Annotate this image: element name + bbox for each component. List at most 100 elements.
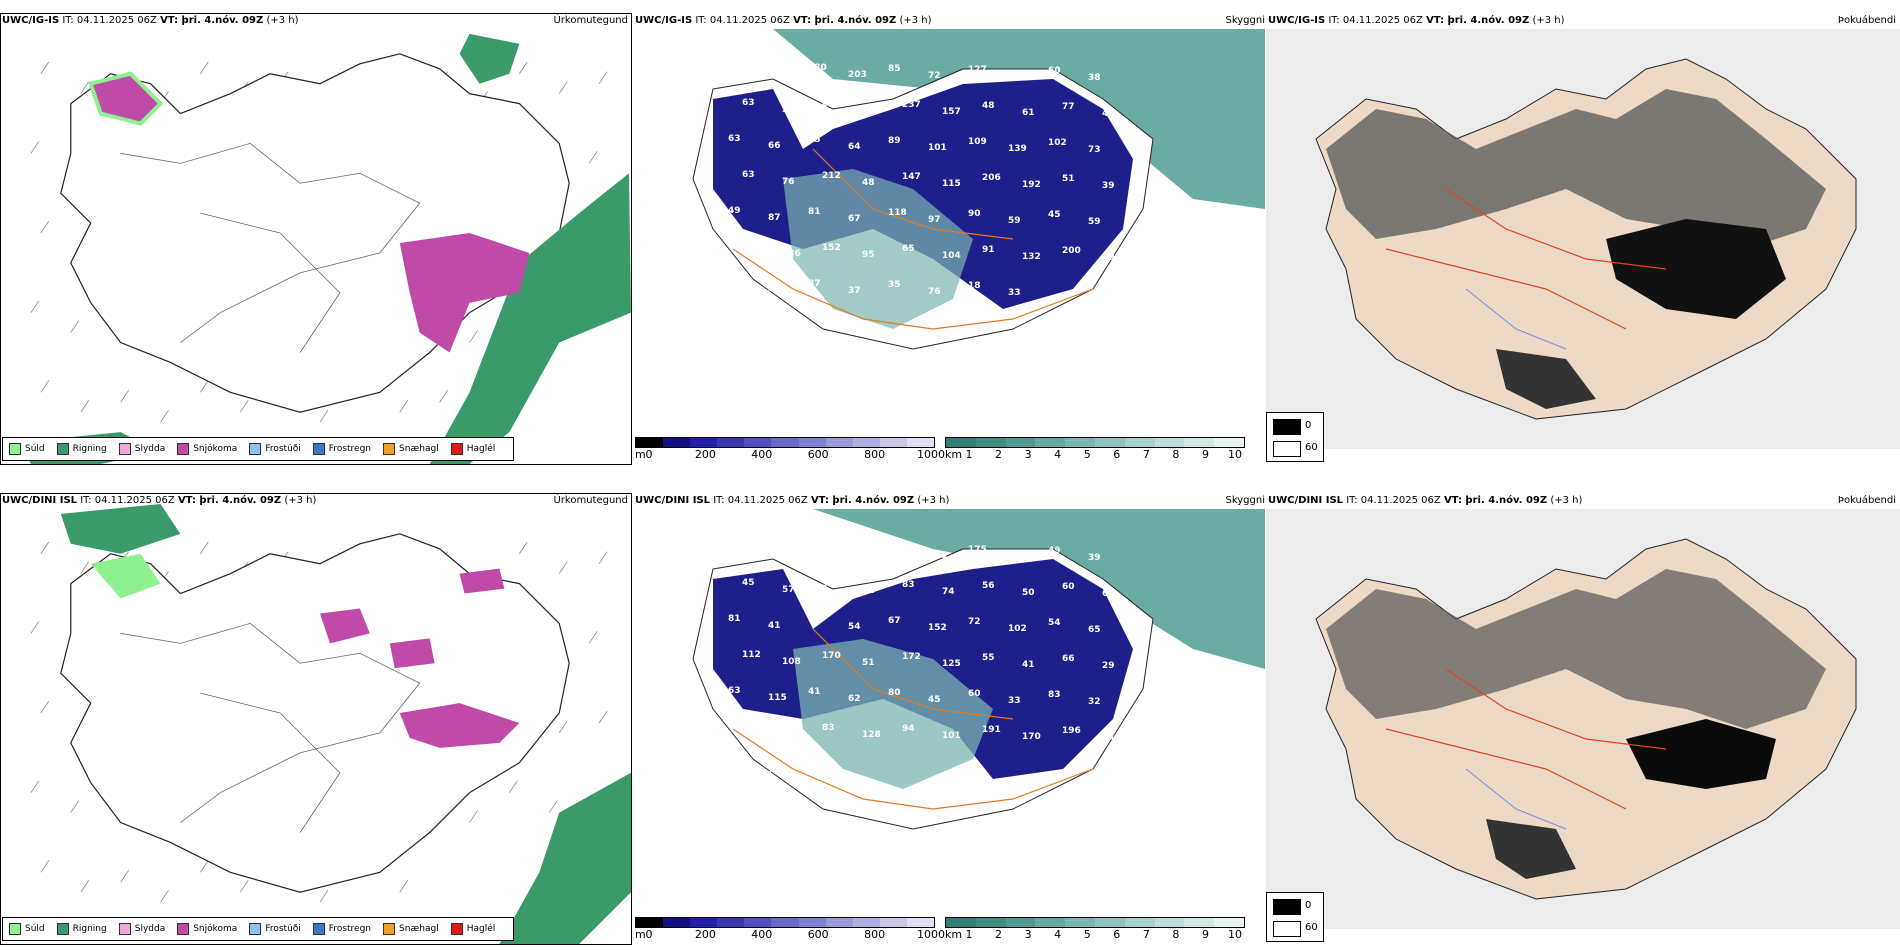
cloud-map[interactable]: 356 155 180 203 85 72 127 49 60 38 63 59 68 55 237 157 4… (633, 29, 1265, 449)
init-time: IT: 04.11.2025 06Z (80, 495, 175, 506)
precip-panel-row1: UWC/IG-IS IT: 04.11.2025 06Z VT: þri. 4.… (0, 13, 632, 465)
scale-color-step (1005, 918, 1036, 927)
cloud-base-label: 73 (1088, 145, 1101, 155)
cloud-base-label: 51 (862, 658, 875, 668)
cloud-base-label: 77 (1062, 102, 1075, 112)
precip-legend-swatch (312, 443, 325, 455)
scale-color-step (906, 438, 935, 447)
scale-tick-label: 5 (1083, 928, 1091, 941)
precip-legend-item: Snjókoma (177, 443, 237, 455)
cloud-map[interactable]: 279 56 41 30 226 476 175 263 49 39 45 57 57 52 83 74 56 5… (633, 509, 1265, 929)
scale-color-step (879, 918, 907, 927)
visibility-scale: km 1 2 3 4 5 6 7 8 9 10 (945, 437, 1245, 465)
precip-legend-swatch (177, 923, 190, 935)
cloud-base-label: 50 (1022, 588, 1035, 598)
precip-legend-item: Frostregn (312, 923, 371, 935)
panel-header: UWC/IG-IS IT: 04.11.2025 06Z VT: þri. 4.… (0, 13, 299, 29)
cloud-base-label: 64 (848, 142, 861, 152)
scale-color-step (717, 438, 745, 447)
cloud-base-label: 60 (1062, 582, 1075, 592)
product-type: Úrkomutegund (553, 15, 628, 26)
snow-area-nw (88, 71, 164, 126)
precip-legend-swatch (9, 923, 21, 935)
dense-fog-area (1606, 219, 1786, 319)
cloud-base-label: 101 (928, 143, 947, 153)
precip-legend-swatch (249, 923, 262, 935)
scale-color-step (690, 438, 718, 447)
fog-map[interactable] (1266, 29, 1900, 449)
precip-legend-swatch (177, 443, 190, 455)
cloud-base-label: 33 (1008, 288, 1021, 298)
cloud-base-label: 226 (888, 544, 907, 554)
precip-legend-item: Snæhagl (383, 443, 439, 455)
cloud-base-label: 48 (982, 101, 995, 111)
precip-map[interactable] (0, 493, 632, 945)
cloud-base-label: 112 (742, 650, 761, 660)
precip-legend-item: Snæhagl (383, 923, 439, 935)
cloud-base-label: 152 (928, 623, 947, 633)
cloud-base-label: 55 (742, 242, 755, 252)
precip-legend-swatch (383, 443, 396, 455)
rain-area-north (459, 33, 520, 84)
cloud-base-label: 51 (1062, 174, 1075, 184)
scale-color-step (1005, 438, 1036, 447)
cloud-base-label: 68 (822, 99, 835, 109)
precip-legend-label: Slydda (134, 444, 166, 454)
scale-color-step (975, 918, 1006, 927)
cloud-base-label: 87 (808, 279, 821, 289)
cloud-base-label: 12 (742, 722, 755, 732)
scale-tick-label: 800 (864, 928, 886, 941)
cloud-base-label: 81 (808, 207, 821, 217)
cloud-base-label: 170 (822, 651, 841, 661)
scale-tick-label: 200 (694, 928, 716, 941)
cloud-base-label: 41 (808, 687, 821, 697)
fog-map[interactable] (1266, 509, 1900, 929)
scale-tick-label: 5 (1083, 448, 1091, 461)
cloud-base-label: 76 (782, 177, 795, 187)
scale-color-step (771, 918, 799, 927)
cloud-base-label: 147 (902, 172, 921, 182)
scale-tick-label: 7 (1142, 448, 1150, 461)
fog-panel-row1: UWC/IG-IS IT: 04.11.2025 06Z VT: þri. 4.… (1266, 13, 1900, 465)
precip-legend-label: Snjókoma (193, 924, 238, 934)
valid-time: VT: þri. 4.nóv. 09Z (810, 495, 915, 506)
cloud-base-label: 70 (768, 765, 781, 775)
height-unit: m (635, 448, 646, 461)
init-time: IT: 04.11.2025 06Z (695, 15, 790, 26)
scale-tick-label: 2 (995, 928, 1003, 941)
product-type: Úrkomutegund (553, 495, 628, 506)
cloud-base-label: 206 (982, 173, 1001, 183)
cloud-base-label: 56 (982, 581, 995, 591)
scale-color-step (1065, 918, 1095, 927)
cloud-base-label: 263 (1008, 552, 1027, 562)
cloud-base-label: 118 (888, 208, 907, 218)
fog-panel-row2: UWC/DINI ISL IT: 04.11.2025 06Z VT: þri.… (1266, 493, 1900, 945)
precip-legend-swatch (450, 443, 463, 455)
cloud-base-label: 155 (768, 69, 787, 79)
cloud-base-label: 45 (928, 695, 941, 705)
cloud-base-label: 90 (968, 209, 981, 219)
model-name: UWC/IG-IS (1268, 15, 1326, 26)
fog-swatch-0 (1273, 899, 1301, 915)
precip-legend-swatch (118, 923, 131, 935)
cloud-base-label: 69 (728, 758, 741, 768)
cloud-base-label: 72 (968, 617, 981, 627)
scale-color-step (1154, 438, 1185, 447)
cloud-base-label: 48 (862, 178, 875, 188)
precip-map[interactable] (0, 13, 632, 465)
cloud-base-labels: 3561551802038572127496038635968552371574… (728, 62, 1121, 298)
scale-color-step (690, 918, 718, 927)
cloud-base-label: 41 (1022, 660, 1035, 670)
cloud-base-label: 59 (782, 105, 795, 115)
valid-time: VT: þri. 4.nóv. 09Z (177, 495, 282, 506)
precip-legend-swatch (56, 443, 69, 455)
cloud-base-label: 108 (782, 657, 801, 667)
precip-legend: Súld Rigning Slydda Snjókoma Frostúði Frostre… (2, 917, 515, 941)
cloud-base-label: 49 (1008, 72, 1021, 82)
cloud-base-label: 127 (968, 65, 987, 75)
scale-color-step (744, 918, 772, 927)
precip-legend-label: Snjókoma (193, 444, 238, 454)
init-time: IT: 04.11.2025 06Z (62, 15, 157, 26)
scale-tick-label: 10 (1228, 928, 1242, 941)
cloud-base-label: 33 (1008, 696, 1021, 706)
